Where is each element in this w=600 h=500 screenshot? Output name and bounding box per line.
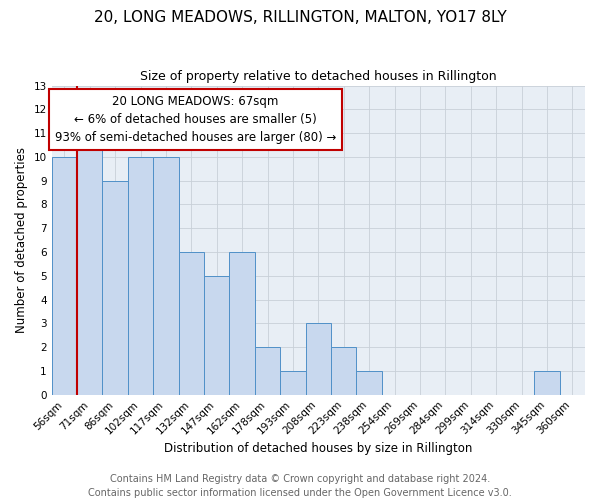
Bar — [153, 157, 179, 394]
Bar — [356, 371, 382, 394]
Bar — [128, 157, 153, 394]
Text: 20, LONG MEADOWS, RILLINGTON, MALTON, YO17 8LY: 20, LONG MEADOWS, RILLINGTON, MALTON, YO… — [94, 10, 506, 25]
X-axis label: Distribution of detached houses by size in Rillington: Distribution of detached houses by size … — [164, 442, 473, 455]
Bar — [305, 324, 331, 394]
Y-axis label: Number of detached properties: Number of detached properties — [15, 147, 28, 333]
Bar — [77, 133, 103, 394]
Title: Size of property relative to detached houses in Rillington: Size of property relative to detached ho… — [140, 70, 497, 83]
Bar — [204, 276, 229, 394]
Bar — [280, 371, 305, 394]
Bar — [103, 180, 128, 394]
Text: 20 LONG MEADOWS: 67sqm
← 6% of detached houses are smaller (5)
93% of semi-detac: 20 LONG MEADOWS: 67sqm ← 6% of detached … — [55, 95, 337, 144]
Bar — [179, 252, 204, 394]
Bar — [331, 347, 356, 395]
Bar — [229, 252, 255, 394]
Text: Contains HM Land Registry data © Crown copyright and database right 2024.
Contai: Contains HM Land Registry data © Crown c… — [88, 474, 512, 498]
Bar — [52, 157, 77, 394]
Bar — [255, 347, 280, 395]
Bar — [534, 371, 560, 394]
